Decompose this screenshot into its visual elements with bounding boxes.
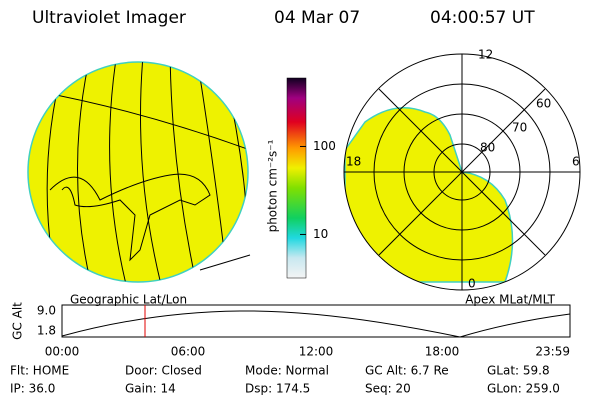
lat-label: 70: [512, 121, 527, 135]
lat-label: 60: [536, 97, 551, 111]
geo-map: [27, 61, 251, 283]
y-tick-label: 1.8: [37, 324, 56, 338]
status: Flt: HOME Door: Closed Mode: Normal GC Alt:…: [10, 364, 560, 396]
x-tick-label: 23:59: [535, 345, 570, 359]
polar-map: 12 18 6 0 60 70 80: [343, 48, 581, 291]
colorbar-tick-label: 10: [313, 227, 328, 241]
colorbar-ticks: 10 100: [300, 139, 336, 241]
status-field: GC Alt: 6.7 Re: [365, 364, 449, 378]
y-tick-label: 9.0: [37, 304, 56, 318]
mlt-label: 6: [572, 155, 580, 169]
status-field: Flt: HOME: [10, 364, 69, 378]
status-field: GLon: 259.0: [487, 382, 560, 396]
x-tick-label: 06:00: [171, 345, 206, 359]
x-tick-label: 18:00: [425, 345, 460, 359]
instrument: Ultraviolet Imager: [32, 8, 186, 28]
time: 04:00:57 UT: [430, 8, 535, 28]
x-tick-label: 12:00: [299, 345, 334, 359]
caption: Geographic Lat/Lon: [70, 293, 187, 307]
lat-label: 80: [480, 141, 495, 155]
status-field: IP: 36.0: [10, 382, 55, 396]
date: 04 Mar 07: [274, 8, 360, 28]
status-field: Mode: Normal: [245, 364, 329, 378]
status-field: Dsp: 174.5: [245, 382, 310, 396]
mlt-label: 12: [478, 48, 493, 62]
colorbar: photon cm⁻²s⁻¹ 10 100: [266, 77, 336, 279]
mlt-label: 0: [468, 277, 476, 291]
status-field: Seq: 20: [365, 382, 411, 396]
status-field: GLat: 59.8: [487, 364, 550, 378]
y-label: GC Alt: [11, 302, 25, 340]
colorbar-label: photon cm⁻²s⁻¹: [266, 139, 280, 232]
orbit-plot: GC Alt 9.0 1.8 00:00 06:00 12:00 18:00 2…: [11, 302, 571, 359]
status-field: Gain: 14: [125, 382, 176, 396]
mlt-label: 18: [346, 155, 361, 169]
x-tick-label: 00:00: [45, 345, 80, 359]
colorbar-tick-label: 100: [313, 139, 336, 153]
status-field: Door: Closed: [125, 364, 202, 378]
caption: Apex MLat/MLT: [465, 293, 555, 307]
